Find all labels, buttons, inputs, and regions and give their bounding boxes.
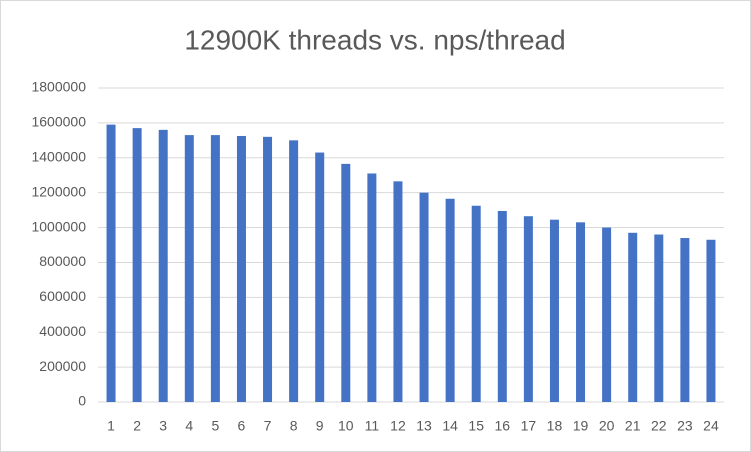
- y-tick-label: 400000: [39, 323, 86, 339]
- bar: [654, 234, 664, 402]
- x-tick-label: 4: [185, 418, 193, 434]
- bar: [680, 238, 690, 402]
- x-tick-label: 12: [390, 418, 406, 434]
- x-tick-label: 11: [365, 418, 380, 434]
- bar: [210, 135, 220, 402]
- bar: [445, 198, 455, 402]
- bar: [289, 140, 299, 403]
- y-tick-label: 1400000: [31, 148, 86, 164]
- bar: [419, 192, 429, 402]
- x-tick-label: 14: [442, 418, 458, 434]
- y-tick-label: 1800000: [31, 79, 86, 95]
- bar: [367, 173, 377, 402]
- y-tick-label: 800000: [39, 253, 86, 269]
- bar: [549, 219, 559, 402]
- bar: [263, 136, 273, 402]
- x-tick-label: 21: [625, 418, 641, 434]
- x-tick-label: 16: [495, 418, 511, 434]
- x-tick-label: 18: [547, 418, 563, 434]
- y-tick-label: 1200000: [31, 183, 86, 199]
- bar: [706, 239, 716, 402]
- y-tick-label: 600000: [39, 288, 86, 304]
- y-tick-label: 200000: [39, 358, 86, 374]
- bar: [106, 124, 116, 402]
- bar: [158, 129, 168, 402]
- bar: [132, 128, 142, 402]
- x-tick-label: 2: [133, 418, 141, 434]
- x-tick-label: 9: [316, 418, 324, 434]
- bar: [471, 205, 481, 402]
- bar: [628, 232, 638, 402]
- x-tick-label: 15: [468, 418, 484, 434]
- bar: [393, 181, 403, 402]
- y-tick-label: 1000000: [31, 218, 86, 234]
- x-tick-label: 22: [651, 418, 667, 434]
- x-tick-label: 17: [521, 418, 537, 434]
- x-tick-label: 1: [107, 418, 115, 434]
- bar: [341, 163, 351, 402]
- x-tick-label: 23: [677, 418, 693, 434]
- chart-title: 12900K threads vs. nps/thread: [184, 24, 565, 55]
- x-tick-label: 13: [416, 418, 432, 434]
- bar: [602, 227, 612, 402]
- x-tick-label: 3: [159, 418, 167, 434]
- bar: [576, 222, 586, 402]
- bar: [523, 216, 533, 402]
- x-tick-label: 5: [211, 418, 219, 434]
- x-tick-label: 6: [238, 418, 246, 434]
- y-tick-label: 0: [78, 393, 86, 409]
- y-tick-label: 1600000: [31, 114, 86, 130]
- x-tick-label: 10: [338, 418, 354, 434]
- bar: [315, 152, 325, 402]
- x-tick-label: 24: [703, 418, 719, 434]
- bar: [236, 135, 246, 402]
- x-tick-label: 20: [599, 418, 615, 434]
- x-tick-label: 19: [573, 418, 589, 434]
- x-tick-label: 7: [264, 418, 272, 434]
- x-tick-label: 8: [290, 418, 298, 434]
- bar: [497, 210, 507, 402]
- bar: [184, 135, 194, 402]
